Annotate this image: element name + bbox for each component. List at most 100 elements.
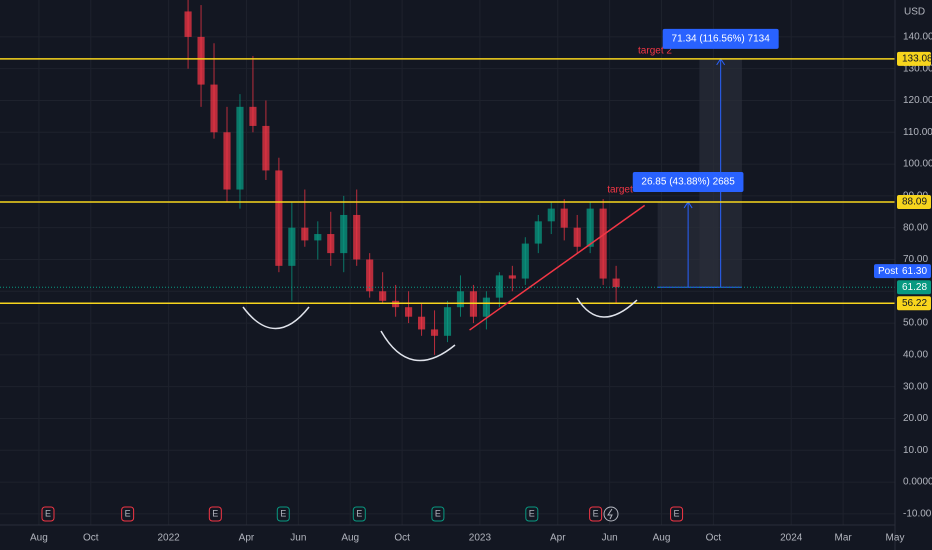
level-price-box (897, 296, 931, 311)
candle-body (521, 243, 529, 279)
pattern-curve (380, 330, 456, 362)
x-tick-label: 2023 (469, 533, 492, 544)
level-price: 133.08 (902, 54, 932, 65)
x-tick-label: Jun (602, 533, 618, 544)
earnings-marker (41, 506, 55, 522)
x-tick-label: Jun (290, 533, 306, 544)
annotation: target 2 (638, 46, 672, 57)
candle-body (430, 329, 439, 336)
x-tick-label: May (886, 533, 905, 544)
y-tick-label: 40.00 (903, 350, 928, 361)
candle-body (482, 297, 490, 317)
candle-body (456, 291, 465, 308)
earnings-marker (208, 506, 222, 522)
x-tick-label: Oct (394, 533, 410, 544)
earnings-label: E (125, 508, 131, 518)
dividend-icon (603, 506, 619, 522)
earnings-label: E (593, 508, 599, 518)
candle-body (223, 132, 231, 190)
pattern-curve (576, 297, 638, 318)
measure-label-box (662, 28, 779, 49)
y-tick-label: 140.00 (903, 32, 932, 43)
candle-body (249, 106, 257, 126)
candle-body (197, 36, 205, 85)
candle-body (405, 307, 413, 317)
last-price-box (897, 280, 931, 295)
candle-body (353, 214, 361, 260)
level-price-box (897, 51, 931, 66)
pattern-curve (242, 306, 310, 330)
x-tick-label: Oct (83, 533, 99, 544)
candle-body (301, 227, 309, 241)
earnings-label: E (212, 508, 218, 518)
candle-body (314, 234, 322, 241)
x-tick-label: Aug (30, 533, 48, 544)
y-tick-label: 130.00 (903, 63, 932, 74)
earnings-marker (276, 506, 290, 522)
candle-body (560, 208, 568, 228)
earnings-label: E (674, 508, 680, 518)
y-tick-label: 70.00 (903, 254, 928, 265)
earnings-label: E (45, 508, 51, 518)
earnings-marker (525, 506, 539, 522)
y-tick-label: 100.00 (903, 159, 932, 170)
earnings-marker (670, 506, 684, 522)
measure-label-box (632, 171, 744, 192)
level-price: 88.09 (902, 197, 927, 208)
earnings-marker (431, 506, 445, 522)
candle-body (443, 307, 452, 336)
y-tick-label: 80.00 (903, 222, 928, 233)
candle-body (599, 208, 607, 279)
last-price: 61.28 (902, 282, 927, 293)
currency-label: USD (904, 7, 925, 18)
earnings-label: E (356, 508, 362, 518)
candle-body (288, 227, 296, 266)
post-price-box (874, 264, 931, 279)
x-tick-label: Aug (653, 533, 671, 544)
y-tick-label: 30.00 (903, 381, 928, 392)
x-tick-label: Oct (706, 533, 722, 544)
level-price-box (897, 194, 931, 209)
earnings-label: E (529, 508, 535, 518)
x-tick-label: Apr (239, 533, 255, 544)
candle-body (236, 106, 244, 190)
measure-label: 26.85 (43.88%) 2685 (641, 177, 735, 188)
candle-body (508, 275, 516, 279)
candle-body (534, 221, 542, 244)
y-tick-label: 10.00 (903, 445, 928, 456)
candle-body (275, 170, 283, 266)
post-label: Post (878, 266, 898, 277)
y-tick-label: 50.00 (903, 318, 928, 329)
candle-body (417, 316, 426, 330)
earnings-marker (121, 506, 135, 522)
x-tick-label: 2022 (157, 533, 180, 544)
y-tick-label: 0.0000 (903, 477, 932, 488)
candle-body (327, 234, 335, 254)
candle-body (573, 227, 581, 247)
candle-body (340, 214, 348, 254)
x-tick-label: 2024 (780, 533, 803, 544)
candle-body (547, 208, 555, 222)
dividend-icon (607, 508, 613, 520)
level-price: 56.22 (902, 298, 927, 309)
earnings-label: E (435, 508, 441, 518)
y-tick-label: 110.00 (903, 127, 932, 138)
y-tick-label: 20.00 (903, 413, 928, 424)
x-tick-label: Mar (834, 533, 852, 544)
post-price: 61.30 (902, 266, 927, 277)
trendline (469, 204, 646, 331)
x-tick-label: Aug (341, 533, 359, 544)
candle-body (586, 208, 594, 247)
y-tick-label: 120.00 (903, 95, 932, 106)
earnings-marker (589, 506, 603, 522)
measure-label: 71.34 (116.56%) 7134 (672, 34, 771, 45)
earnings-label: E (280, 508, 286, 518)
annotation: target (607, 185, 633, 196)
earnings-marker (352, 506, 366, 522)
candle-body (262, 125, 270, 171)
candle-body (495, 275, 503, 298)
y-tick-label: -10.00 (903, 509, 932, 520)
x-tick-label: Apr (550, 533, 566, 544)
